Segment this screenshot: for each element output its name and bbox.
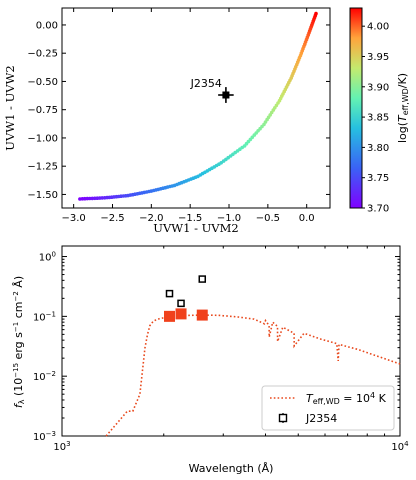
object-annotation: J2354 <box>190 77 222 90</box>
legend-object-swatch <box>278 413 288 423</box>
colorbar-label: log(Teff,WD/K) <box>396 73 410 143</box>
x-tick-label: 103 <box>53 440 70 453</box>
object-photometry-point <box>177 299 185 308</box>
bottom-plot-frame <box>61 245 401 437</box>
y-tick-label: −0.75 <box>27 105 58 116</box>
colorbar-tick-label: 3.70 <box>367 204 389 215</box>
y-tick-label: −0.25 <box>27 49 58 60</box>
y-tick-label: 10−2 <box>33 370 56 383</box>
model-photometry-point <box>175 308 187 320</box>
top-x-label: UVW1 - UVM2 <box>153 221 238 235</box>
x-tick-label: −1.0 <box>217 213 241 224</box>
y-tick-label: 0.00 <box>36 20 58 31</box>
y-tick-label: −1.00 <box>27 133 58 144</box>
colorbar-ticks: 4.00 3.95 3.90 3.85 3.80 3.75 3.70 <box>362 22 389 215</box>
legend-entry-model: Teff,WD = 104 K <box>306 391 387 406</box>
x-tick-label: −0.5 <box>256 213 280 224</box>
top-plot-frame <box>61 7 331 209</box>
legend-box <box>261 385 395 431</box>
model-spectrum-line <box>105 314 401 437</box>
object-marker: J2354 <box>190 77 234 103</box>
model-photometry-point <box>196 309 208 321</box>
colorbar-tick-label: 3.90 <box>367 82 389 93</box>
model-track <box>78 11 318 201</box>
colorbar-tick-label: 3.85 <box>367 113 389 124</box>
colorbar <box>349 7 363 209</box>
model-photometry <box>164 308 208 322</box>
top-x-ticks: −3.0 −2.5 −2.0 −1.5 −1.0 −0.5 0.0 <box>62 8 315 224</box>
x-tick-label: −2.5 <box>100 213 124 224</box>
top-y-label: UVW1 - UVW2 <box>3 65 17 150</box>
color-color-panel: J2354 −3.0 −2.5 −2.0 −1.5 −1.0 −0.5 0.0 0.00 −0… <box>3 7 410 235</box>
y-tick-label: 10−1 <box>33 310 56 323</box>
object-photometry-point <box>165 289 174 298</box>
y-tick-label: 100 <box>39 251 56 264</box>
x-tick-label: −3.0 <box>62 213 86 224</box>
colorbar-tick-label: 3.95 <box>367 52 389 63</box>
x-tick-label: 104 <box>391 440 409 453</box>
y-tick-label: −0.50 <box>27 77 58 88</box>
track-point <box>314 11 318 16</box>
bottom-y-label: fλ (10−15 erg s−1 cm−2 Å) <box>12 276 26 408</box>
model-photometry-point <box>164 310 176 322</box>
colorbar-tick-label: 3.75 <box>367 173 389 184</box>
colorbar-tick-label: 4.00 <box>367 22 389 33</box>
object-photometry-point <box>198 275 207 283</box>
legend-entry-object: J2354 <box>305 412 337 425</box>
colorbar-tick-label: 3.80 <box>367 143 389 154</box>
bottom-x-label: Wavelength (Å) <box>189 462 274 475</box>
y-tick-label: −1.50 <box>27 190 58 201</box>
top-y-ticks: 0.00 −0.25 −0.50 −0.75 −1.00 −1.25 −1.50 <box>27 20 330 201</box>
x-tick-label: −1.5 <box>178 213 202 224</box>
legend: Teff,WD = 104 K J2354 <box>261 385 395 431</box>
y-tick-label: −1.25 <box>27 162 58 173</box>
object-point <box>222 91 230 99</box>
object-photometry <box>165 275 207 308</box>
x-tick-label: −2.0 <box>139 213 163 224</box>
x-tick-label: 0.0 <box>299 213 315 224</box>
